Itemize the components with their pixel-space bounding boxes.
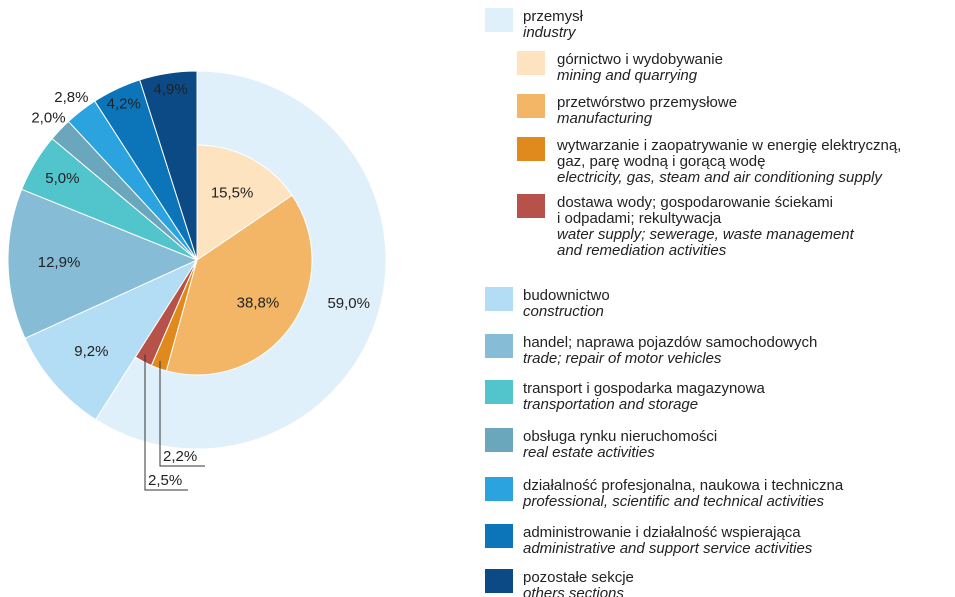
pie-slice [7, 188, 199, 339]
legend-label-en: industry [523, 24, 577, 41]
legend-label-en: real estate activities [523, 444, 655, 461]
legend-label-en: administrative and support service activ… [523, 540, 813, 557]
inner-slice [196, 144, 293, 261]
legend-swatch [485, 569, 513, 593]
legend-swatch [485, 334, 513, 358]
leader-line [159, 360, 205, 467]
legend-label: transport i gospodarka magazynowa [523, 380, 765, 397]
legend-label-en: trade; repair of motor vehicles [523, 350, 722, 367]
legend-label: pozostałe sekcje [523, 569, 634, 586]
legend-swatch [517, 194, 545, 218]
legend-swatch [485, 477, 513, 501]
legend-label: obsługa rynku nieruchomości [523, 428, 717, 445]
value-label: 5,0% [45, 170, 79, 187]
legend-label-en: electricity, gas, steam and air conditio… [557, 169, 883, 186]
legend-label: wytwarzanie i zaopatrywanie w energię el… [556, 137, 901, 154]
legend-swatch [485, 428, 513, 452]
inner-slice [134, 259, 198, 367]
legend-label: górnictwo i wydobywanie [557, 51, 723, 68]
legend-label: dostawa wody; gospodarowanie ściekami [557, 194, 833, 211]
legend-label-en: manufacturing [557, 110, 653, 127]
legend-label: budownictwo [523, 287, 610, 304]
leader-line [144, 354, 188, 491]
legend-label: i odpadami; rekultywacja [557, 210, 722, 227]
legend-label-en: and remediation activities [557, 242, 727, 259]
value-label: 38,8% [237, 295, 280, 312]
value-label: 4,2% [107, 95, 141, 112]
legend-label-en: mining and quarrying [557, 67, 698, 84]
inner-slice [165, 194, 313, 376]
value-label: 2,8% [54, 89, 88, 106]
legend-label: gaz, parę wodną i gorącą wodę [557, 153, 765, 170]
value-label: 2,2% [163, 448, 197, 465]
legend-label-en: transportation and storage [523, 396, 698, 413]
legend-label: przemysł [523, 8, 584, 25]
legend-label: handel; naprawa pojazdów samochodowych [523, 334, 817, 351]
value-label: 15,5% [211, 185, 254, 202]
legend-label-en: others sections [523, 585, 624, 597]
value-label: 2,5% [148, 472, 182, 489]
value-label: 59,0% [327, 295, 370, 312]
legend-swatch [485, 524, 513, 548]
legend-swatch [485, 8, 513, 32]
value-label: 2,0% [31, 110, 65, 127]
pie-slice [139, 70, 198, 261]
legend-label-en: professional, scientific and technical a… [522, 493, 824, 510]
legend-swatch [517, 94, 545, 118]
legend-label: działalność profesjonalna, naukowa i tec… [523, 477, 844, 494]
legend-swatch [517, 51, 545, 75]
legend-swatch [485, 287, 513, 311]
value-label: 12,9% [38, 254, 81, 271]
legend-label-en: water supply; sewerage, waste management [557, 226, 855, 243]
legend-swatch [485, 380, 513, 404]
value-label: 4,9% [154, 81, 188, 98]
pie-slice [24, 258, 199, 421]
legend-label-en: construction [523, 303, 604, 320]
value-label: 9,2% [74, 343, 108, 360]
legend-label: administrowanie i działalność wspierając… [523, 524, 801, 541]
legend-label: przetwórstwo przemysłowe [557, 94, 737, 111]
legend-swatch [517, 137, 545, 161]
